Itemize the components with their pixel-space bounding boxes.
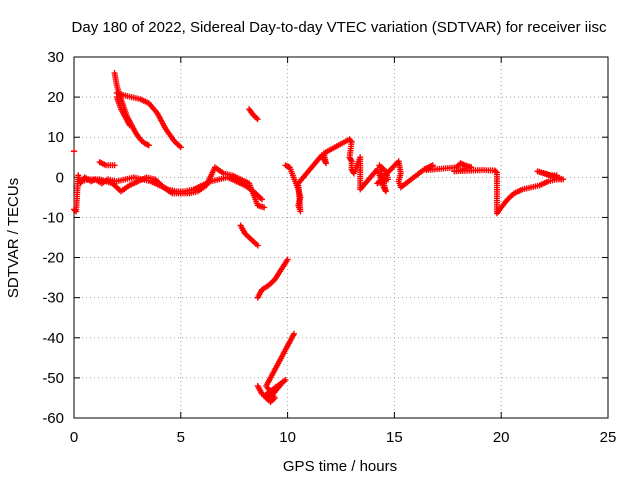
data-point bbox=[258, 196, 265, 203]
data-point bbox=[553, 172, 560, 179]
x-tick-label: 25 bbox=[600, 429, 617, 446]
data-point bbox=[261, 204, 268, 211]
y-tick-label: 0 bbox=[56, 169, 64, 186]
y-tick-label: -40 bbox=[42, 330, 64, 347]
grid-lines bbox=[74, 57, 608, 418]
data-point bbox=[72, 207, 79, 214]
data-point bbox=[254, 242, 261, 249]
y-tick-label: 20 bbox=[47, 89, 64, 106]
y-tick-label: -10 bbox=[42, 209, 64, 226]
data-point bbox=[284, 256, 291, 263]
x-tick-label: 15 bbox=[386, 429, 403, 446]
axis-ticks bbox=[73, 56, 609, 419]
x-tick-label: 0 bbox=[70, 429, 78, 446]
y-axis-label: SDTVAR / TECUs bbox=[5, 178, 22, 298]
data-point bbox=[492, 168, 499, 175]
data-points bbox=[71, 70, 567, 405]
y-tick-label: 30 bbox=[47, 49, 64, 66]
y-tick-label: -30 bbox=[42, 290, 64, 307]
x-tick-label: 5 bbox=[177, 429, 185, 446]
data-point bbox=[111, 162, 118, 169]
y-tick-label: -60 bbox=[42, 410, 64, 427]
data-point bbox=[145, 142, 152, 149]
x-axis-label: GPS time / hours bbox=[283, 458, 397, 475]
plot-frame bbox=[73, 56, 609, 419]
data-point bbox=[291, 330, 298, 337]
tick-labels: 0 5 10 15 20 25 -60 -50 -40 -30 -20 -10 0 10 20 30 bbox=[42, 49, 616, 446]
y-tick-label: -20 bbox=[42, 250, 64, 267]
x-tick-label: 20 bbox=[493, 429, 510, 446]
x-tick-label: 10 bbox=[279, 429, 296, 446]
data-point bbox=[71, 148, 77, 155]
data-point bbox=[126, 122, 133, 129]
data-point bbox=[177, 144, 184, 151]
y-tick-label: -50 bbox=[42, 370, 64, 387]
y-tick-label: 10 bbox=[47, 129, 64, 146]
data-point bbox=[254, 116, 261, 123]
chart-title: Day 180 of 2022, Sidereal Day-to-day VTE… bbox=[72, 19, 607, 36]
